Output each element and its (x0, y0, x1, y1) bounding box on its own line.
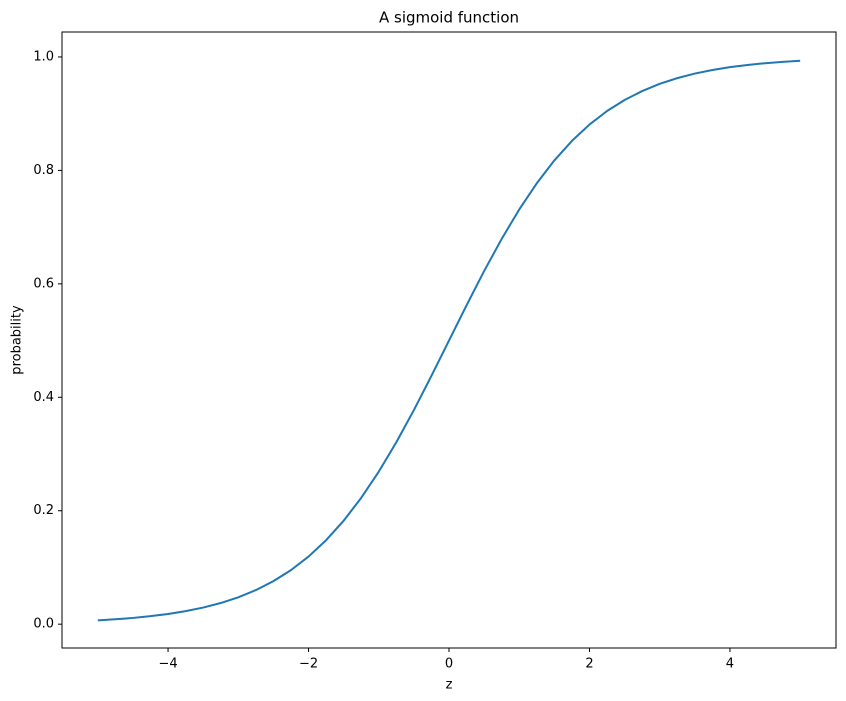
y-tick-label: 1.0 (33, 49, 54, 64)
x-tick-label: −4 (158, 657, 177, 672)
y-tick-label: 0.2 (33, 503, 54, 518)
chart-title: A sigmoid function (379, 9, 519, 27)
x-tick-label: 2 (585, 657, 593, 672)
y-tick-label: 0.0 (33, 617, 54, 632)
y-tick-label: 0.6 (33, 276, 54, 291)
x-tick-label: −2 (299, 657, 318, 672)
y-axis-label: probability (10, 305, 25, 375)
x-axis-label: z (446, 678, 453, 693)
y-tick-label: 0.8 (33, 163, 54, 178)
x-tick-label: 0 (445, 657, 453, 672)
y-tick-label: 0.4 (33, 390, 54, 405)
line (97, 59, 801, 622)
x-tick-label: 4 (726, 657, 734, 672)
